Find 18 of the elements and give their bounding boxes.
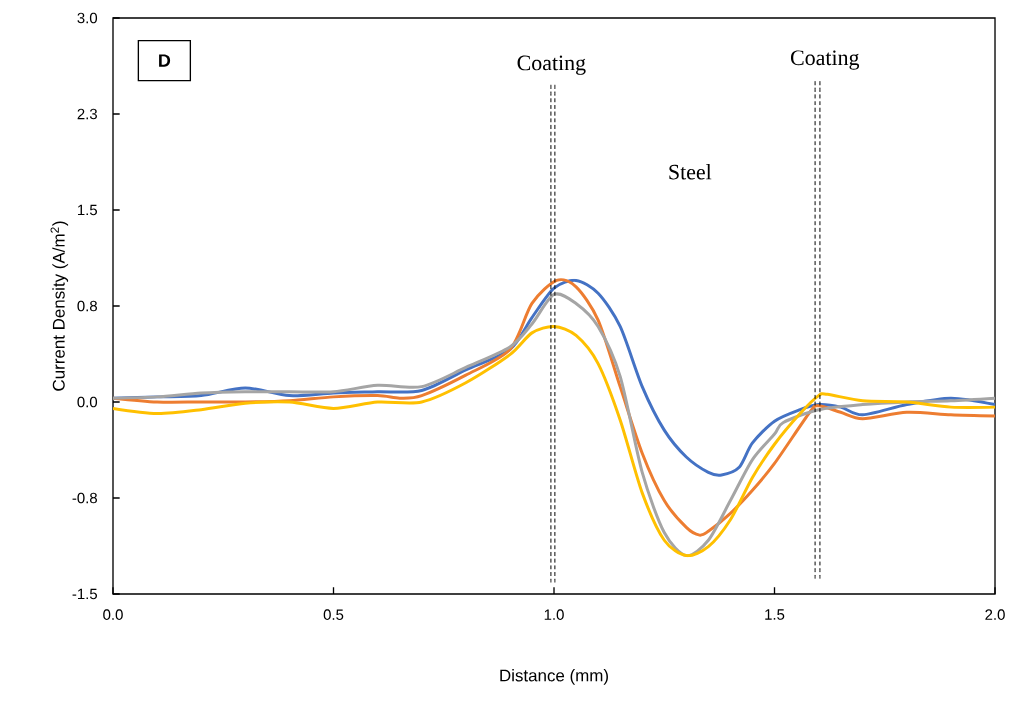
- y-tick-label: 1.5: [78, 204, 98, 216]
- y-tick-label: 3.0: [77, 12, 98, 24]
- y-axis-title: Current Density (A/m$^{2}$): [50, 221, 69, 391]
- y-tick-label: 0.8: [77, 300, 97, 312]
- y-tick-label: 2.3: [77, 108, 97, 120]
- x-tick-label: 1.0: [544, 609, 564, 620]
- y-tick-label: -0.8: [72, 492, 97, 504]
- annotation: Steel: [669, 164, 712, 180]
- x-tick-label: 2.0: [985, 609, 1005, 620]
- x-axis-title: Distance (mm): [500, 669, 608, 685]
- x-tick-label: 1.5: [765, 609, 785, 620]
- y-tick-label: 0.0: [77, 396, 98, 408]
- annotation: Coating: [790, 50, 860, 70]
- annotation: Coating: [517, 55, 586, 75]
- x-tick-label: 0.0: [103, 609, 123, 620]
- annotation: D: [159, 54, 171, 67]
- x-tick-label: 0.5: [323, 609, 344, 620]
- y-tick-label: -1.5: [72, 588, 98, 600]
